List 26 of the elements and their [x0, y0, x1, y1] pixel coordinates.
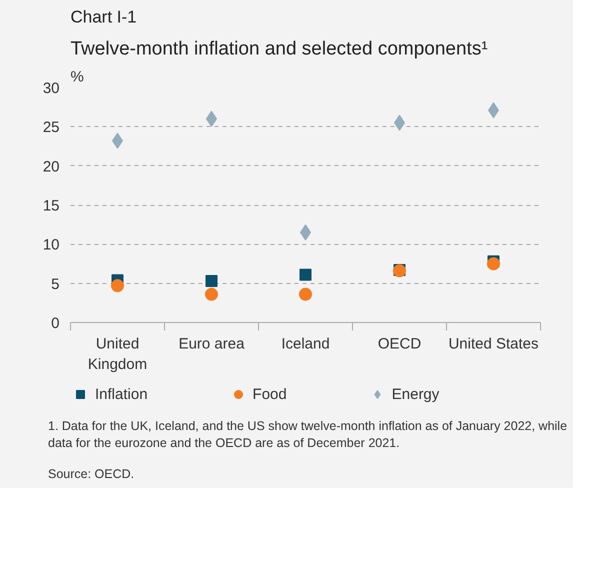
y-tick-label: 5: [51, 276, 60, 293]
x-tick-label: United Kingdom: [88, 336, 148, 373]
y-tick-label: 15: [42, 198, 60, 214]
y-tick-label: 25: [42, 119, 60, 136]
y-tick-label: 30: [42, 80, 60, 97]
x-tick-label: United States: [448, 336, 539, 352]
y-tick-label: 20: [42, 158, 60, 176]
text: 1. Data for the UK, Iceland, and the US show twelve-month inflation as of January 2022, while data for the eurozone and the OECD are as of December 2021.: [48, 418, 568, 452]
point: [487, 257, 500, 270]
chart-title: Chart I-1: [70, 8, 137, 26]
point: [111, 279, 124, 292]
source-note: Source: OECD.: [48, 466, 134, 483]
point: [206, 274, 218, 287]
point: [300, 268, 312, 281]
legend-label: Food: [252, 386, 287, 402]
x-tick-label: Iceland: [281, 336, 330, 352]
y-tick-label: 10: [42, 236, 60, 254]
legend-label: Energy: [392, 386, 440, 402]
point: [299, 288, 312, 301]
y-axis-title: %: [70, 68, 84, 86]
chart-subtitle: Twelve-month inflation and selected components¹: [70, 38, 488, 60]
x-tick-label: OECD: [378, 336, 422, 352]
y-tick-label: 0: [51, 315, 60, 332]
point: [205, 288, 218, 301]
legend-label: Inflation: [95, 386, 148, 402]
x-tick-label: Euro area: [178, 336, 246, 352]
